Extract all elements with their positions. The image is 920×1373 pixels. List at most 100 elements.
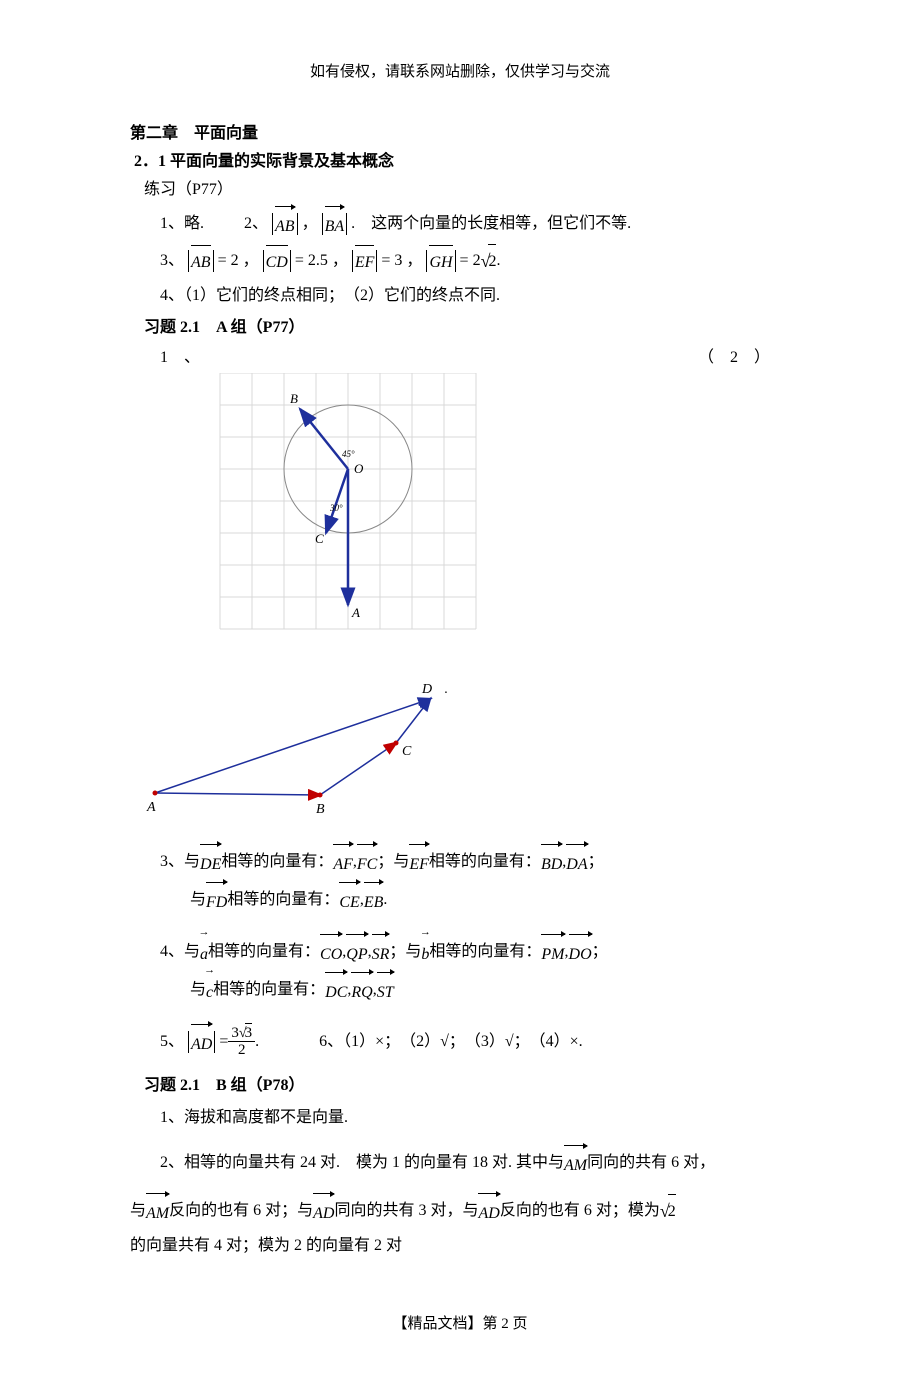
p3e4eq: = 2 — [460, 245, 481, 277]
t: 2、相等的向量共有 24 对. 模为 1 的向量有 18 对. 其中与 — [160, 1147, 564, 1179]
vec-c: c — [206, 971, 213, 1009]
vec-DC: DC — [325, 971, 347, 1009]
t: 4、与 — [160, 936, 200, 968]
vec-CD: CD — [266, 243, 288, 279]
svg-text:A: A — [146, 800, 156, 815]
vec-EF: EF — [355, 243, 375, 279]
t: = — [219, 1026, 228, 1058]
vec-AM: AM — [564, 1144, 587, 1182]
svg-text:C: C — [402, 744, 412, 759]
b2-l1: 2、相等的向量共有 24 对. 模为 1 的向量有 18 对. 其中与 AM 同… — [130, 1144, 790, 1182]
t: 相等的向量有： — [429, 846, 541, 878]
q4-line2: 与 c 相等的向量有： DC, RQ, ST — [130, 971, 790, 1009]
chapter-title: 第二章 平面向量 — [130, 119, 790, 143]
vec-EF2: EF — [409, 843, 429, 881]
page-footer: 【精品文档】第 2 页 — [130, 1312, 790, 1333]
vec-CO: CO — [320, 933, 342, 971]
t: 相等的向量有： — [227, 884, 339, 916]
header-note: 如有侵权，请联系网站删除，仅供学习与交流 — [130, 60, 790, 81]
vec-BD: BD — [541, 843, 562, 881]
t: 相等的向量有： — [213, 974, 325, 1006]
vec-SR: SR — [372, 933, 390, 971]
practice-3: 3、 AB = 2 ， CD = 2.5 ， EF = 3 ， GH = 2√2… — [130, 243, 790, 279]
group-b-label: 习题 2.1 B 组（P78） — [130, 1071, 790, 1095]
vec-AD2: AD — [313, 1192, 334, 1230]
vec-EB: EB — [364, 881, 384, 919]
svg-text:C: C — [315, 531, 324, 546]
svg-text:O: O — [354, 461, 364, 476]
p3e2: = 2.5 ， — [295, 245, 348, 277]
vec-AD3: AD — [478, 1192, 499, 1230]
t: 相等的向量有： — [208, 936, 320, 968]
p3e1: = 2 ， — [218, 245, 259, 277]
vec-DA: DA — [566, 843, 587, 881]
t: 相等的向量有： — [221, 846, 333, 878]
t: 与 — [130, 1195, 146, 1227]
q3-line1: 3、与 DE 相等的向量有： AF, FC ；与 EF 相等的向量有： BD, … — [130, 843, 790, 881]
b2-l2: 与 AM 反向的也有 6 对；与 AD 同向的共有 3 对，与 AD 反向的也有… — [130, 1192, 790, 1230]
vec-AB: AB — [275, 205, 295, 243]
t: ；与 — [389, 936, 421, 968]
vec-PM: PM — [541, 933, 564, 971]
q4-line1: 4、与 a 相等的向量有： CO, QP, SR ；与 b 相等的向量有： PM… — [130, 933, 790, 971]
vec-DO: DO — [569, 933, 592, 971]
t: 3、与 — [160, 846, 200, 878]
diagram-2: A B C D · — [130, 683, 790, 823]
group-a-label: 习题 2.1 A 组（P77） — [130, 313, 790, 337]
q5-q6: 5、 AD = 3√3 2 . 6、（1）×； （2）√； （3）√； （4）×… — [130, 1023, 790, 1061]
t: . — [383, 884, 387, 916]
svg-text:·: · — [444, 686, 448, 701]
svg-text:A: A — [351, 605, 360, 620]
t: . — [255, 1026, 259, 1058]
p1: 1、略. — [160, 208, 204, 240]
vec-AF: AF — [333, 843, 353, 881]
t: 同向的共有 6 对， — [587, 1147, 715, 1179]
b1: 1、海拔和高度都不是向量. — [130, 1101, 790, 1135]
vec-AD: AD — [191, 1023, 212, 1061]
q3-line2: 与 FD 相等的向量有： CE, EB . — [130, 881, 790, 919]
vec-ST: ST — [377, 971, 394, 1009]
svg-text:B: B — [290, 391, 298, 406]
t: 相等的向量有： — [429, 936, 541, 968]
b2-l3: 的向量共有 4 对；模为 2 的向量有 2 对 — [130, 1230, 790, 1262]
t: 同向的共有 3 对，与 — [334, 1195, 478, 1227]
svg-text:D: D — [421, 683, 432, 697]
p3sqrt: 2 — [488, 244, 496, 278]
prob1-left: 1 、 — [160, 343, 200, 367]
problem-1-row: 1 、 （ 2 ） — [130, 343, 790, 367]
vec-BA: BA — [325, 205, 345, 243]
vec-AB2: AB — [191, 243, 211, 279]
p3e3: = 3 ， — [381, 245, 422, 277]
svg-text:30°: 30° — [329, 503, 343, 513]
vec-b: b — [421, 933, 429, 971]
svg-text:B: B — [316, 802, 325, 817]
vec-QP: QP — [346, 933, 367, 971]
vec-RQ: RQ — [351, 971, 372, 1009]
t: 3 — [245, 1023, 253, 1041]
p3e4end: . — [496, 245, 500, 277]
t: 2 — [235, 1042, 249, 1059]
p2-prefix: 2、 — [244, 208, 268, 240]
t: ； — [592, 936, 608, 968]
q6: 6、（1）×； （2）√； （3）√； （4）×. — [319, 1026, 583, 1058]
section-title: 2．1 平面向量的实际背景及基本概念 — [130, 147, 790, 171]
practice-1-2: 1、略. 2、 AB ， BA . 这两个向量的长度相等，但它们不等. — [130, 205, 790, 243]
vec-AM2: AM — [146, 1192, 169, 1230]
vec-DE: DE — [200, 843, 221, 881]
prob1-right: （ 2 ） — [698, 343, 770, 367]
t: 与 — [190, 884, 206, 916]
p2-suffix: . 这两个向量的长度相等，但它们不等. — [351, 208, 631, 240]
vec-GH: GH — [429, 243, 452, 279]
practice-4: 4、（1）它们的终点相同； （2）它们的终点不同. — [130, 279, 790, 313]
t: 3 — [231, 1025, 239, 1041]
vec-FC: FC — [357, 843, 377, 881]
t: ； — [588, 846, 604, 878]
practice-label: 练习（P77） — [130, 175, 790, 199]
t: 反向的也有 6 对；与 — [169, 1195, 313, 1227]
p3-prefix: 3、 — [160, 245, 184, 277]
t: 2 — [668, 1194, 676, 1228]
diagram-1: 45°30°OBCA — [130, 373, 790, 673]
t: 反向的也有 6 对；模为 — [500, 1195, 660, 1227]
vec-FD: FD — [206, 881, 227, 919]
t: 5、 — [160, 1026, 184, 1058]
